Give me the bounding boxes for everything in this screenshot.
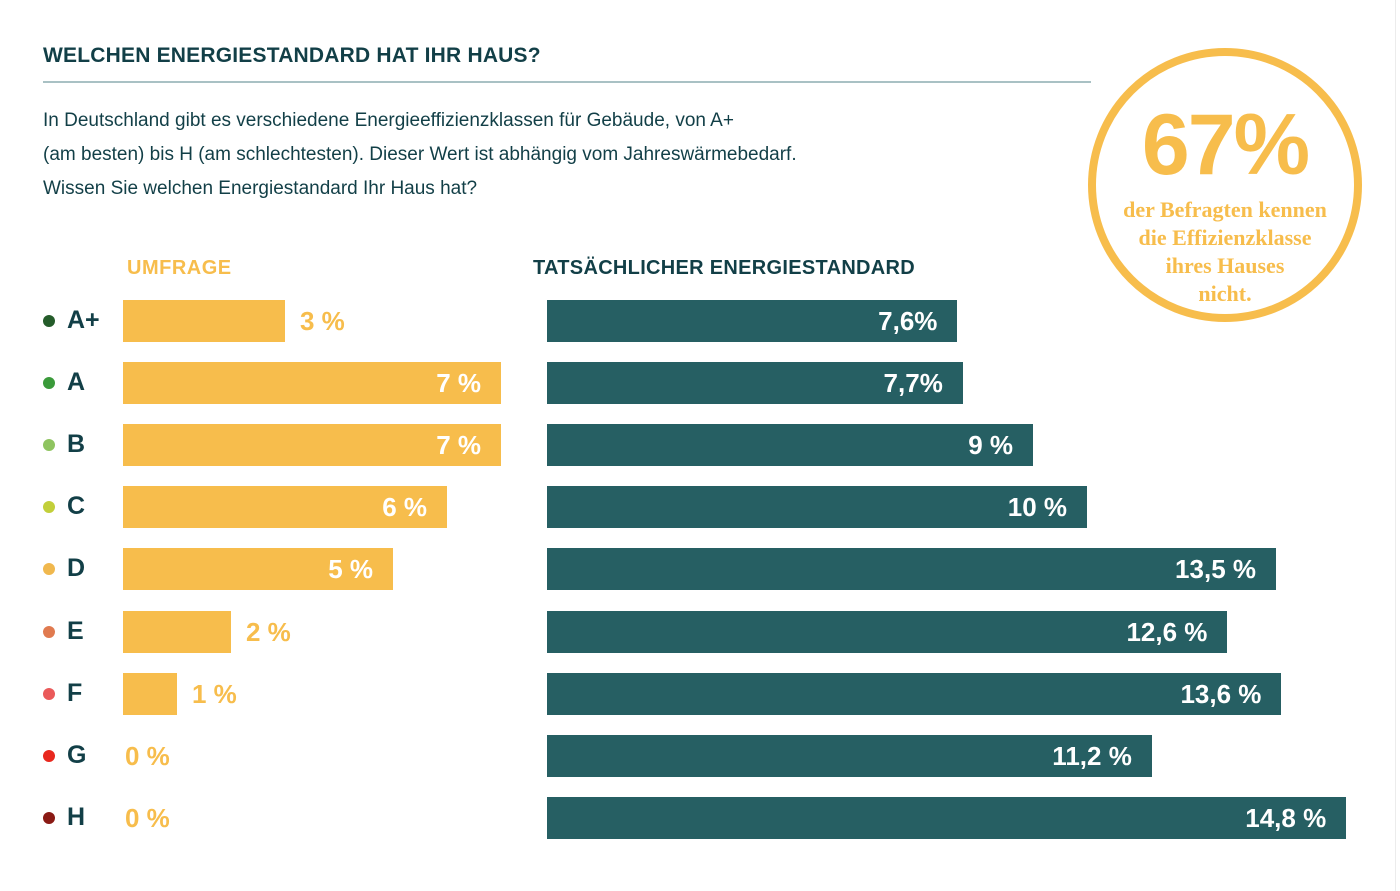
energy-class-label: C bbox=[67, 492, 86, 520]
survey-value-label: 7 % bbox=[436, 368, 481, 398]
energy-class-dot bbox=[43, 688, 55, 700]
survey-value-label: 1 % bbox=[192, 679, 237, 709]
callout-text: der Befragten kennen die Effizienzklasse… bbox=[1096, 196, 1354, 308]
callout-value: 67% bbox=[1141, 97, 1310, 193]
energy-class-label: G bbox=[67, 741, 87, 769]
actual-value-label: 11,2 % bbox=[1052, 741, 1132, 771]
energy-class-label: B bbox=[67, 430, 86, 458]
callout-text-line: der Befragten kennen bbox=[1123, 197, 1327, 222]
survey-bar bbox=[123, 362, 501, 404]
energy-class-label: A bbox=[67, 368, 86, 396]
energy-class-dot bbox=[43, 439, 55, 451]
actual-value-label: 14,8 % bbox=[1245, 803, 1327, 833]
energy-class-label: D bbox=[67, 554, 86, 582]
actual-value-label: 9 % bbox=[968, 430, 1013, 460]
survey-bar bbox=[123, 673, 177, 715]
energy-class-dot bbox=[43, 563, 55, 575]
survey-bar bbox=[123, 611, 231, 653]
survey-value-label: 6 % bbox=[382, 492, 427, 522]
survey-value-label: 7 % bbox=[436, 430, 481, 460]
survey-value-label: 0 % bbox=[125, 741, 170, 771]
energy-class-dot bbox=[43, 626, 55, 638]
page-title: WELCHEN ENERGIESTANDARD HAT IHR HAUS? bbox=[43, 44, 541, 67]
survey-value-label: 5 % bbox=[328, 554, 373, 584]
actual-value-label: 7,6% bbox=[878, 306, 938, 336]
energy-class-dot bbox=[43, 315, 55, 327]
actual-bar bbox=[547, 424, 1033, 466]
title-divider bbox=[43, 81, 1091, 83]
callout-text-line: die Effizienzklasse bbox=[1138, 225, 1312, 250]
callout-text-line: ihres Hauses bbox=[1165, 253, 1285, 278]
actual-bar bbox=[547, 797, 1347, 839]
actual-bar bbox=[547, 300, 958, 342]
actual-value-label: 13,6 % bbox=[1180, 679, 1262, 709]
actual-bar bbox=[547, 548, 1276, 590]
callout-text-line: nicht. bbox=[1198, 281, 1252, 306]
energy-class-label: H bbox=[67, 803, 86, 831]
actual-bar bbox=[547, 486, 1087, 528]
actual-value-label: 7,7% bbox=[883, 368, 943, 398]
energy-class-dot bbox=[43, 377, 55, 389]
actual-chart-title: TATSÄCHLICHER ENERGIESTANDARD bbox=[533, 257, 916, 279]
energy-class-dot bbox=[43, 750, 55, 762]
survey-bar bbox=[123, 548, 393, 590]
actual-bar bbox=[547, 735, 1152, 777]
energy-class-label: A+ bbox=[67, 306, 100, 334]
survey-value-label: 0 % bbox=[125, 803, 170, 833]
actual-value-label: 10 % bbox=[1007, 492, 1067, 522]
survey-bar bbox=[123, 424, 501, 466]
energy-class-label: F bbox=[67, 679, 83, 707]
actual-bar bbox=[547, 673, 1282, 715]
page-edge-line bbox=[1395, 0, 1396, 891]
energy-class-label: E bbox=[67, 617, 84, 645]
description: In Deutschland gibt es verschiedene Ener… bbox=[43, 104, 1083, 206]
actual-bar bbox=[547, 362, 963, 404]
actual-bar bbox=[547, 611, 1228, 653]
survey-value-label: 2 % bbox=[246, 617, 291, 647]
callout-circle: 67% der Befragten kennen die Effizienzkl… bbox=[1088, 48, 1362, 322]
description-line: In Deutschland gibt es verschiedene Ener… bbox=[43, 110, 734, 131]
survey-value-label: 3 % bbox=[300, 306, 345, 336]
description-line: Wissen Sie welchen Energiestandard Ihr H… bbox=[43, 178, 478, 199]
energy-class-dot bbox=[43, 501, 55, 513]
description-line: (am besten) bis H (am schlechtesten). Di… bbox=[43, 144, 797, 165]
actual-value-label: 13,5 % bbox=[1175, 554, 1256, 584]
energy-class-dot bbox=[43, 812, 55, 824]
survey-bar bbox=[123, 486, 447, 528]
survey-bar bbox=[123, 300, 285, 342]
survey-chart-title: UMFRAGE bbox=[127, 257, 232, 279]
actual-value-label: 12,6 % bbox=[1126, 617, 1208, 647]
